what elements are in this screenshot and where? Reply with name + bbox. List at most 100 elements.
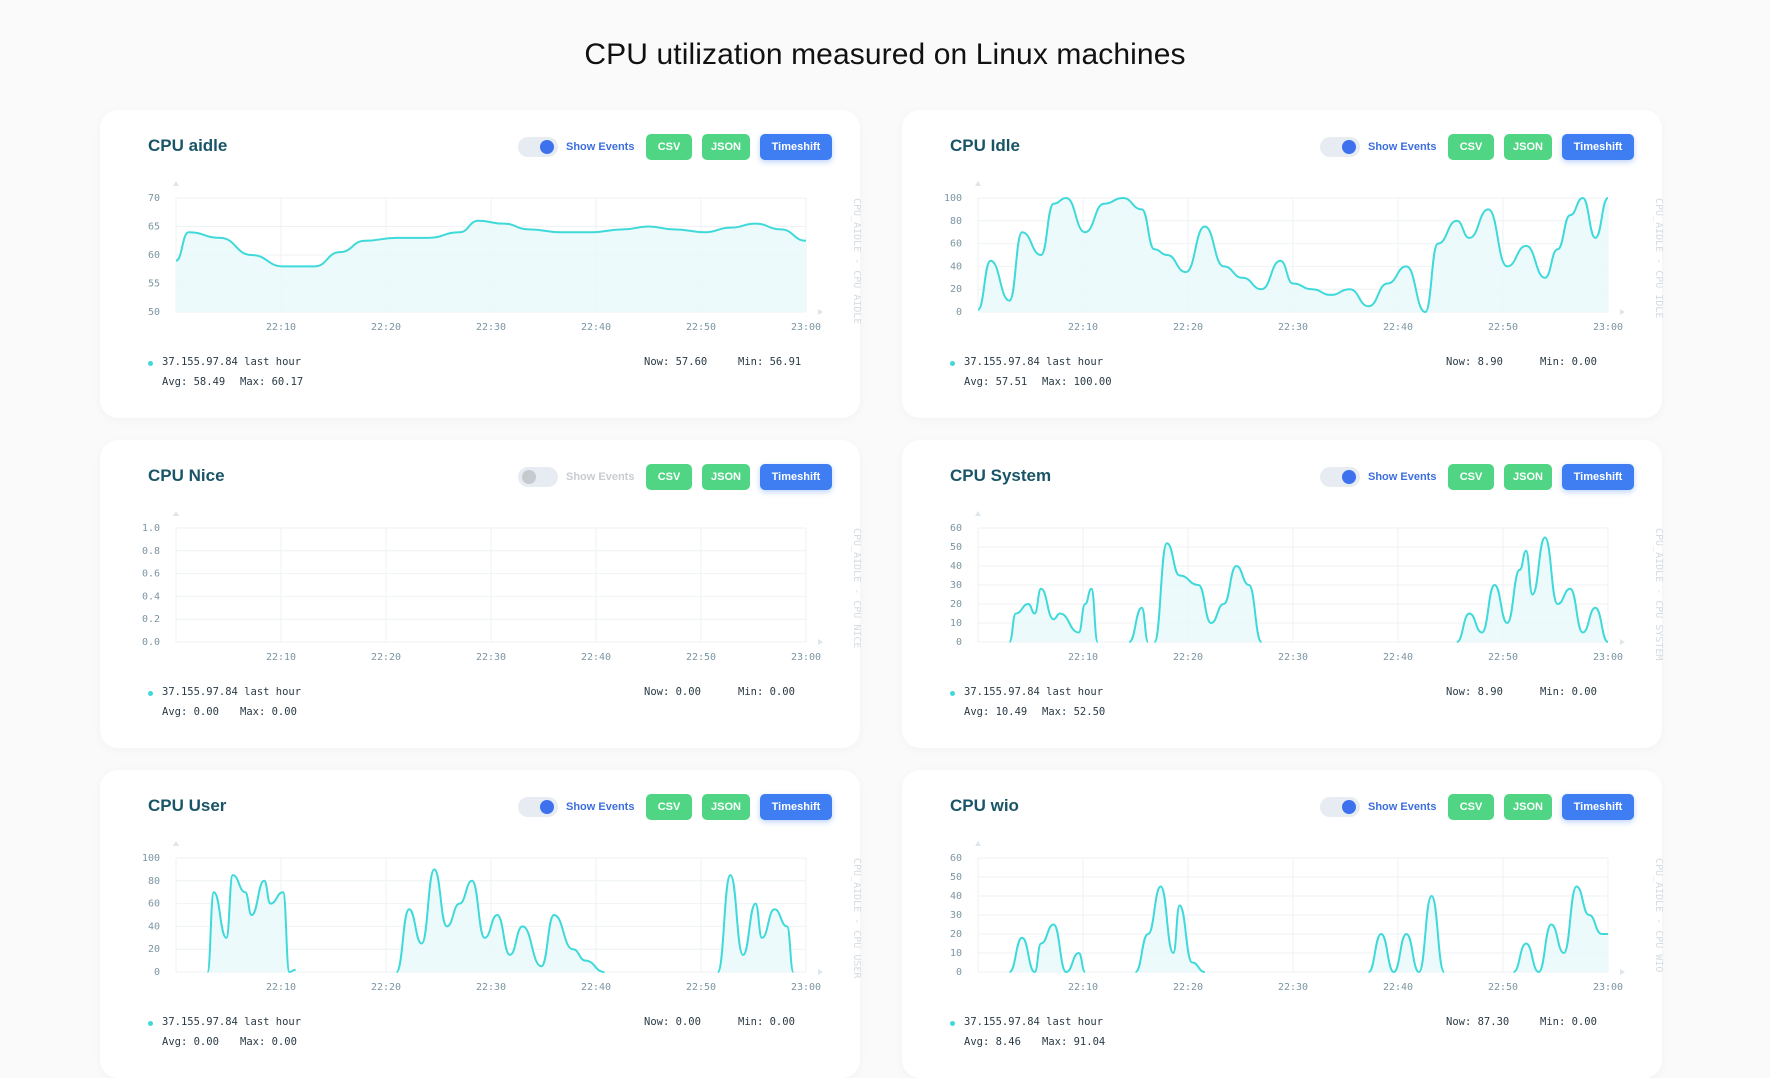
y-tick-label: 0 [956, 637, 962, 648]
card-title: CPU User [148, 796, 227, 815]
legend-label: 37.155.97.84 last hour [162, 686, 302, 698]
chart-card: CPU System Show Events CSV JSON Timeshift 60 5… [902, 440, 1664, 748]
legend-max: Max: 91.04 [1042, 1036, 1106, 1048]
json-button[interactable]: JSON [702, 794, 750, 820]
timeshift-button[interactable]: Timeshift [760, 464, 832, 490]
legend-max: Max: 0.00 [240, 706, 297, 718]
show-events-toggle[interactable] [1320, 137, 1360, 157]
y-axis-arrow [975, 181, 981, 186]
y-tick-label: 80 [950, 216, 962, 227]
legend-avg: Avg: 10.49 [964, 706, 1028, 718]
legend-dot [950, 361, 955, 366]
show-events-toggle[interactable] [518, 797, 558, 817]
json-button[interactable]: JSON [702, 464, 750, 490]
legend-dot [148, 361, 153, 366]
series-area [1456, 537, 1608, 642]
line-chart: 100 80 60 40 20 0 22:10 22:20 22:30 22:40 22:50 23:… [944, 181, 1664, 333]
y-tick-label: 60 [148, 899, 160, 910]
chart-card: CPU aidle Show Events CSV JSON Timeshift 70 65… [100, 110, 862, 418]
line-chart: 70 65 60 55 50 22:10 22:20 22:30 22:40 22:50 23:00… [148, 181, 862, 333]
x-tick-label: 23:00 [791, 652, 821, 663]
y-tick-label: 20 [950, 599, 962, 610]
csv-button[interactable]: CSV [1448, 134, 1494, 160]
x-tick-label: 22:20 [371, 652, 401, 663]
x-tick-label: 22:50 [1488, 652, 1518, 663]
series-line [1134, 885, 1205, 973]
legend-label: 37.155.97.84 last hour [964, 1016, 1104, 1028]
timeshift-button[interactable]: Timeshift [1562, 464, 1634, 490]
x-tick-label: 22:50 [686, 982, 716, 993]
y-tick-label: 1.0 [142, 523, 160, 534]
y-tick-label: 20 [950, 284, 962, 295]
series-area [1513, 886, 1608, 972]
series-area [207, 875, 296, 972]
csv-button[interactable]: CSV [1448, 464, 1494, 490]
x-axis-arrow [818, 309, 823, 315]
csv-button[interactable]: CSV [646, 794, 692, 820]
chart-card: CPU wio Show Events CSV JSON Timeshift 60 50 40… [902, 770, 1664, 1078]
series-area [1009, 588, 1098, 642]
timeshift-button[interactable]: Timeshift [760, 794, 832, 820]
y-tick-label: 0 [956, 307, 962, 318]
legend-label: 37.155.97.84 last hour [964, 356, 1104, 368]
axis-series-label: CPU_AIDLE - CPU IDLE [1653, 198, 1664, 318]
json-button[interactable]: JSON [1504, 794, 1552, 820]
y-tick-label: 50 [950, 542, 962, 553]
axis-series-label: CPU_AIDLE - CPU USER [851, 858, 862, 979]
x-tick-label: 22:20 [1173, 322, 1203, 333]
x-axis-arrow [1620, 309, 1625, 315]
legend-min: Min: 0.00 [1540, 1016, 1597, 1028]
timeshift-button[interactable]: Timeshift [1562, 134, 1634, 160]
show-events-toggle[interactable] [518, 467, 558, 487]
y-axis-arrow [173, 841, 179, 846]
csv-button[interactable]: CSV [646, 464, 692, 490]
show-events-toggle[interactable] [518, 137, 558, 157]
toggle-knob [522, 470, 536, 484]
legend-min: Min: 0.00 [1540, 686, 1597, 698]
x-tick-label: 23:00 [1593, 322, 1623, 333]
card-title: CPU Nice [148, 466, 225, 485]
csv-button[interactable]: CSV [1448, 794, 1494, 820]
card-title: CPU wio [950, 796, 1019, 815]
x-tick-label: 22:20 [1173, 982, 1203, 993]
line-chart: 60 50 40 30 20 10 0 22:10 22:20 22:30 22:40 22:50 23… [950, 841, 1664, 993]
json-button[interactable]: JSON [1504, 134, 1552, 160]
x-tick-label: 22:40 [1383, 652, 1413, 663]
card-title: CPU aidle [148, 136, 228, 155]
show-events-toggle[interactable] [1320, 797, 1360, 817]
toggle-knob [1342, 800, 1356, 814]
y-tick-label: 0.0 [142, 637, 160, 648]
series-line [1008, 587, 1099, 643]
y-tick-label: 10 [950, 948, 962, 959]
x-axis-arrow [818, 639, 823, 645]
y-tick-label: 100 [142, 853, 160, 864]
series-line [1153, 542, 1263, 643]
series-line [1513, 885, 1608, 974]
y-tick-label: 50 [950, 872, 962, 883]
x-tick-label: 22:20 [371, 982, 401, 993]
csv-button[interactable]: CSV [646, 134, 692, 160]
y-axis-arrow [173, 181, 179, 186]
y-tick-label: 40 [950, 891, 962, 902]
show-events-toggle[interactable] [1320, 467, 1360, 487]
x-tick-label: 22:50 [1488, 322, 1518, 333]
show-events-label: Show Events [1368, 471, 1437, 483]
series-area [717, 875, 794, 972]
json-button[interactable]: JSON [1504, 464, 1552, 490]
chart-card: CPU Idle Show Events CSV JSON Timeshift 100 80… [902, 110, 1664, 418]
series-line [716, 874, 795, 973]
y-tick-label: 0.4 [142, 591, 160, 602]
timeshift-button[interactable]: Timeshift [1562, 794, 1634, 820]
series-line [1008, 923, 1087, 974]
series-line [1456, 536, 1609, 643]
y-tick-label: 50 [148, 307, 160, 318]
x-tick-label: 22:40 [581, 652, 611, 663]
json-button[interactable]: JSON [702, 134, 750, 160]
legend-now: Now: 0.00 [644, 686, 701, 698]
y-tick-label: 30 [950, 910, 962, 921]
x-tick-label: 22:30 [1278, 982, 1308, 993]
legend-avg: Avg: 8.46 [964, 1036, 1021, 1048]
x-tick-label: 22:50 [686, 652, 716, 663]
y-tick-label: 40 [148, 921, 160, 932]
timeshift-button[interactable]: Timeshift [760, 134, 832, 160]
